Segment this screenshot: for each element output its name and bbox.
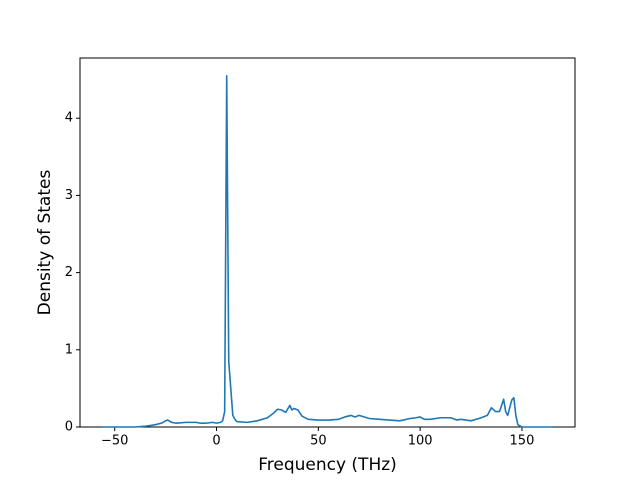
y-axis-label: Density of States (35, 170, 55, 316)
x-tick-label: 0 (212, 434, 220, 449)
x-axis-label: Frequency (THz) (258, 455, 397, 475)
plot-frame (79, 57, 576, 428)
x-tick-label: 100 (408, 434, 433, 449)
y-tick-label: 2 (65, 265, 73, 280)
x-tick-label: 50 (310, 434, 327, 449)
y-tick-label: 4 (65, 111, 73, 126)
x-tick-label: 150 (510, 434, 535, 449)
x-tick-label: −50 (101, 434, 128, 449)
y-tick-label: 1 (65, 342, 73, 357)
series-line (102, 74, 553, 428)
y-tick-label: 0 (65, 420, 73, 435)
y-tick-label: 3 (65, 188, 73, 203)
